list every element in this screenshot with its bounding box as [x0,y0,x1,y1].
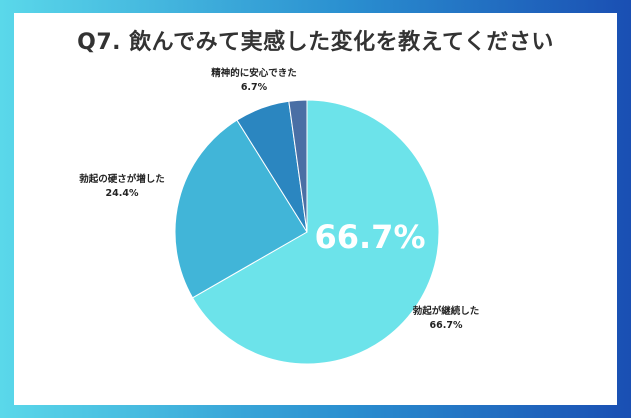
pie-slice-1 [174,119,308,299]
slice-value-2: 6.7% [241,82,268,93]
slice-label-1: 勃起の硬さが増した [79,173,165,185]
highlight-value-label: 66.7% [314,218,425,256]
slice-value-1: 24.4% [106,188,139,199]
slice-label-0: 勃起が継続した [413,305,480,317]
chart-title: Q7. 飲んでみて実感した変化を教えてください [77,30,554,55]
slice-value-0: 66.7% [430,320,463,331]
pie-slice-3 [288,99,308,233]
slice-label-2: 精神的に安心できた [211,67,297,79]
pie-slice-0 [191,99,440,365]
